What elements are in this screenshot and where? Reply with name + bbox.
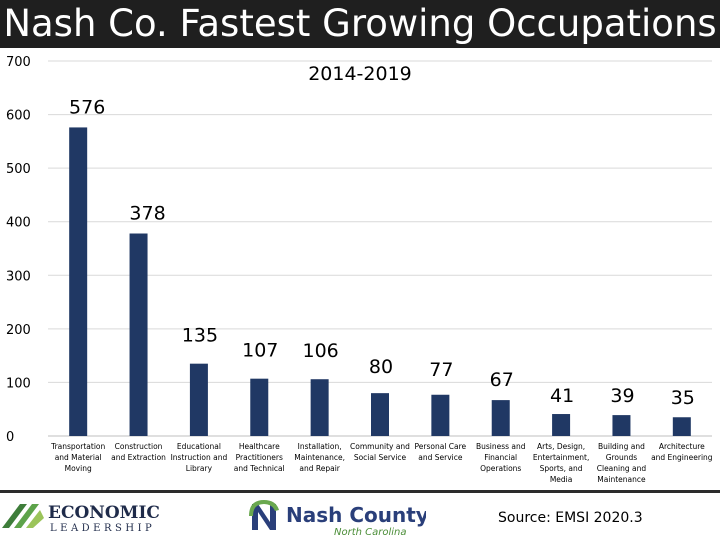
data-label-2: 135 bbox=[182, 325, 218, 347]
category-label-line: Construction bbox=[115, 442, 163, 451]
category-label-line: and Extraction bbox=[111, 453, 166, 462]
data-label-9: 39 bbox=[610, 385, 634, 407]
category-label-line: Media bbox=[550, 475, 573, 484]
y-tick-label: 200 bbox=[6, 323, 31, 338]
category-label-line: Arts, Design, bbox=[537, 442, 585, 451]
bar-9 bbox=[612, 415, 631, 436]
category-label-5: Community and Social Service bbox=[350, 442, 410, 462]
source-note: Source: EMSI 2020.3 bbox=[498, 510, 643, 526]
category-label-line: Installation, bbox=[298, 442, 342, 451]
category-label-line: and Technical bbox=[234, 464, 285, 473]
category-label-line: Educational bbox=[177, 442, 221, 451]
data-label-3: 107 bbox=[242, 340, 278, 362]
category-label-line: Grounds bbox=[606, 453, 638, 462]
y-tick-label: 100 bbox=[6, 376, 31, 391]
bar-5 bbox=[371, 393, 389, 436]
y-tick-label: 0 bbox=[6, 430, 14, 445]
category-label-line: Entertainment, bbox=[533, 453, 590, 462]
nash-county-logo: Nash County North Carolina bbox=[249, 500, 426, 538]
category-label-7: Business and Financial Operations bbox=[476, 442, 526, 473]
logo-word-nash-county: Nash County bbox=[286, 503, 426, 527]
category-label-4: Installation, Maintenance, and Repair bbox=[294, 442, 345, 473]
data-label-6: 77 bbox=[429, 359, 453, 381]
chart-title: 2014-2019 bbox=[308, 63, 412, 85]
category-label-line: Operations bbox=[480, 464, 521, 473]
category-label-6: Personal Care and Service bbox=[415, 442, 467, 462]
bar-4 bbox=[310, 379, 329, 436]
bar-0 bbox=[69, 127, 88, 436]
category-label-line: Financial bbox=[484, 453, 517, 462]
data-label-0: 576 bbox=[69, 96, 105, 118]
y-tick-label: 700 bbox=[6, 55, 31, 70]
economic-leadership-logo: ECONOMIC LEADERSHIP bbox=[2, 503, 160, 534]
category-label-line: Practitioners bbox=[236, 453, 283, 462]
category-label-10: Architecture and Engineering bbox=[651, 442, 713, 462]
title-bar: Nash Co. Fastest Growing Occupations bbox=[0, 0, 720, 48]
category-label-9: Building and Grounds Cleaning and Maintenan… bbox=[597, 442, 647, 484]
bar-2 bbox=[189, 363, 208, 436]
data-label-1: 378 bbox=[129, 203, 165, 225]
category-label-line: Library bbox=[186, 464, 213, 473]
logo-word-leadership: LEADERSHIP bbox=[50, 523, 155, 534]
category-label-1: Construction and Extraction bbox=[111, 442, 166, 462]
category-label-line: Community and bbox=[350, 442, 410, 451]
slide-title: Nash Co. Fastest Growing Occupations bbox=[3, 2, 717, 45]
category-label-line: Healthcare bbox=[239, 442, 280, 451]
y-tick-label: 600 bbox=[6, 109, 31, 124]
data-label-7: 67 bbox=[490, 369, 514, 391]
bar-chart: 0 100 200 300 400 500 600 700 576 Transportation… bbox=[6, 55, 713, 484]
category-label-line: Instruction and bbox=[171, 453, 228, 462]
category-label-line: Cleaning and bbox=[597, 464, 647, 473]
logo-word-north-carolina: North Carolina bbox=[334, 527, 407, 538]
y-tick-label: 300 bbox=[6, 269, 31, 284]
category-label-line: and Material bbox=[55, 453, 102, 462]
y-tick-label: 500 bbox=[6, 162, 31, 177]
category-label-line: Transportation bbox=[50, 442, 105, 451]
category-label-8: Arts, Design, Entertainment, Sports, and Me… bbox=[533, 442, 590, 484]
category-label-line: Business and bbox=[476, 442, 526, 451]
bar-1 bbox=[129, 233, 148, 436]
data-label-4: 106 bbox=[303, 340, 339, 362]
y-tick-label: 400 bbox=[6, 216, 31, 231]
bar-10 bbox=[672, 417, 691, 436]
data-label-5: 80 bbox=[369, 356, 393, 378]
category-label-line: Maintenance bbox=[597, 475, 646, 484]
category-label-3: Healthcare Practitioners and Technical bbox=[234, 442, 285, 473]
category-label-line: and Repair bbox=[299, 464, 340, 473]
category-label-line: Building and bbox=[598, 442, 645, 451]
bar-8 bbox=[552, 414, 571, 436]
category-label-0: Transportation and Material Moving bbox=[50, 442, 105, 473]
bar-3 bbox=[250, 378, 269, 436]
category-label-line: and Service bbox=[418, 453, 463, 462]
category-label-line: Social Service bbox=[354, 453, 407, 462]
category-label-line: Maintenance, bbox=[294, 453, 345, 462]
category-label-line: and Engineering bbox=[651, 453, 713, 462]
data-label-8: 41 bbox=[550, 385, 574, 407]
category-label-line: Sports, and bbox=[540, 464, 583, 473]
data-label-10: 35 bbox=[671, 387, 695, 409]
category-label-line: Architecture bbox=[659, 442, 705, 451]
category-label-line: Moving bbox=[65, 464, 92, 473]
bar-6 bbox=[431, 394, 450, 436]
bar-7 bbox=[491, 400, 510, 436]
category-label-line: Personal Care bbox=[415, 442, 467, 451]
footer-divider bbox=[0, 490, 720, 493]
logo-word-economic: ECONOMIC bbox=[48, 503, 160, 523]
category-label-2: Educational Instruction and Library bbox=[171, 442, 228, 473]
